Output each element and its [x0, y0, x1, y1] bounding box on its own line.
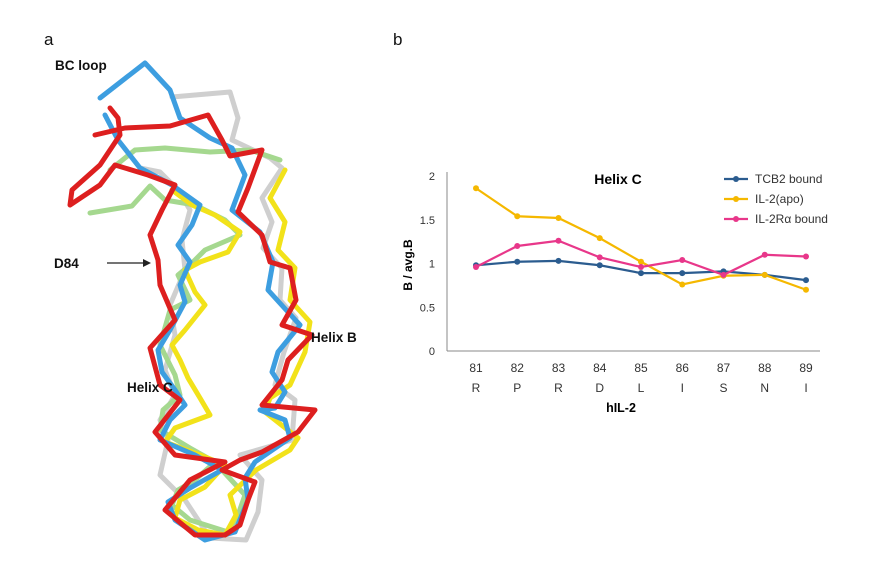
x-tick-label: 84	[593, 361, 607, 375]
x-residue-label: I	[804, 381, 807, 395]
x-residue-label: I	[681, 381, 684, 395]
legend-label: IL-2(apo)	[755, 192, 804, 206]
label-helix-b: Helix B	[311, 330, 357, 345]
data-point	[803, 286, 809, 293]
y-tick-label: 0	[429, 346, 435, 358]
data-point	[596, 262, 603, 269]
legend-label: IL-2Rα bound	[755, 212, 828, 226]
x-residue-label: R	[554, 381, 563, 395]
data-point	[761, 271, 768, 278]
x-tick-label: 89	[799, 361, 813, 375]
x-tick-label: 88	[758, 361, 772, 375]
chart-legend: TCB2 bound IL-2(apo) IL-2Rα bound	[724, 172, 828, 226]
data-point	[638, 270, 644, 277]
data-point	[555, 257, 562, 264]
data-point	[803, 277, 809, 284]
x-tick-label: 83	[552, 361, 566, 375]
label-d84: D84	[54, 256, 79, 271]
x-residue-label: P	[513, 381, 521, 395]
x-axis-title: hIL-2	[606, 401, 636, 415]
x-residue-label: D	[595, 381, 604, 395]
data-point	[638, 264, 644, 270]
data-point	[555, 237, 562, 244]
data-point	[679, 270, 686, 277]
label-bc-loop: BC loop	[55, 58, 107, 73]
data-point	[596, 254, 603, 261]
legend-label: TCB2 bound	[755, 172, 822, 186]
x-tick-label: 87	[717, 361, 731, 375]
data-point	[514, 258, 521, 265]
data-point	[473, 264, 479, 270]
data-point	[679, 281, 686, 288]
x-tick-label: 81	[469, 361, 483, 375]
legend-swatch-marker	[733, 176, 739, 182]
trace-red	[67, 105, 318, 538]
y-axis-title: B / avg.B	[401, 239, 415, 291]
data-point	[638, 258, 644, 265]
x-tick-label: 85	[634, 361, 648, 375]
d84-arrowhead	[143, 259, 151, 267]
data-point	[514, 243, 521, 249]
legend-swatch-marker	[733, 216, 739, 222]
y-tick-label: 1.5	[420, 215, 435, 227]
chart-axes: 0 0.5 1 1.5 2 81 R 82 P 83 R 84 D 85 L 86 I 87 S 88 N 89 I	[420, 171, 820, 395]
y-tick-label: 0.5	[420, 302, 435, 314]
data-point	[720, 271, 727, 278]
panel-a-label: a	[44, 30, 54, 49]
y-tick-label: 2	[429, 171, 435, 183]
legend-swatch-marker	[733, 196, 739, 202]
data-point	[473, 185, 479, 192]
x-tick-label: 82	[511, 361, 525, 375]
y-tick-label: 1	[429, 259, 435, 271]
x-residue-label: N	[760, 381, 769, 395]
data-point	[514, 213, 521, 220]
data-point	[679, 257, 686, 263]
data-point	[761, 251, 768, 258]
x-residue-label: L	[638, 381, 645, 395]
chart-title: Helix C	[594, 171, 641, 187]
panel-b-label: b	[393, 30, 403, 49]
label-helix-c: Helix C	[127, 380, 173, 395]
trace-grey	[137, 89, 299, 543]
x-tick-label: 86	[676, 361, 690, 375]
x-residue-label: R	[472, 381, 481, 395]
chart-series	[473, 185, 809, 293]
data-point	[803, 253, 809, 260]
data-point	[596, 235, 603, 242]
data-point	[555, 215, 562, 221]
x-residue-label: S	[719, 381, 727, 395]
